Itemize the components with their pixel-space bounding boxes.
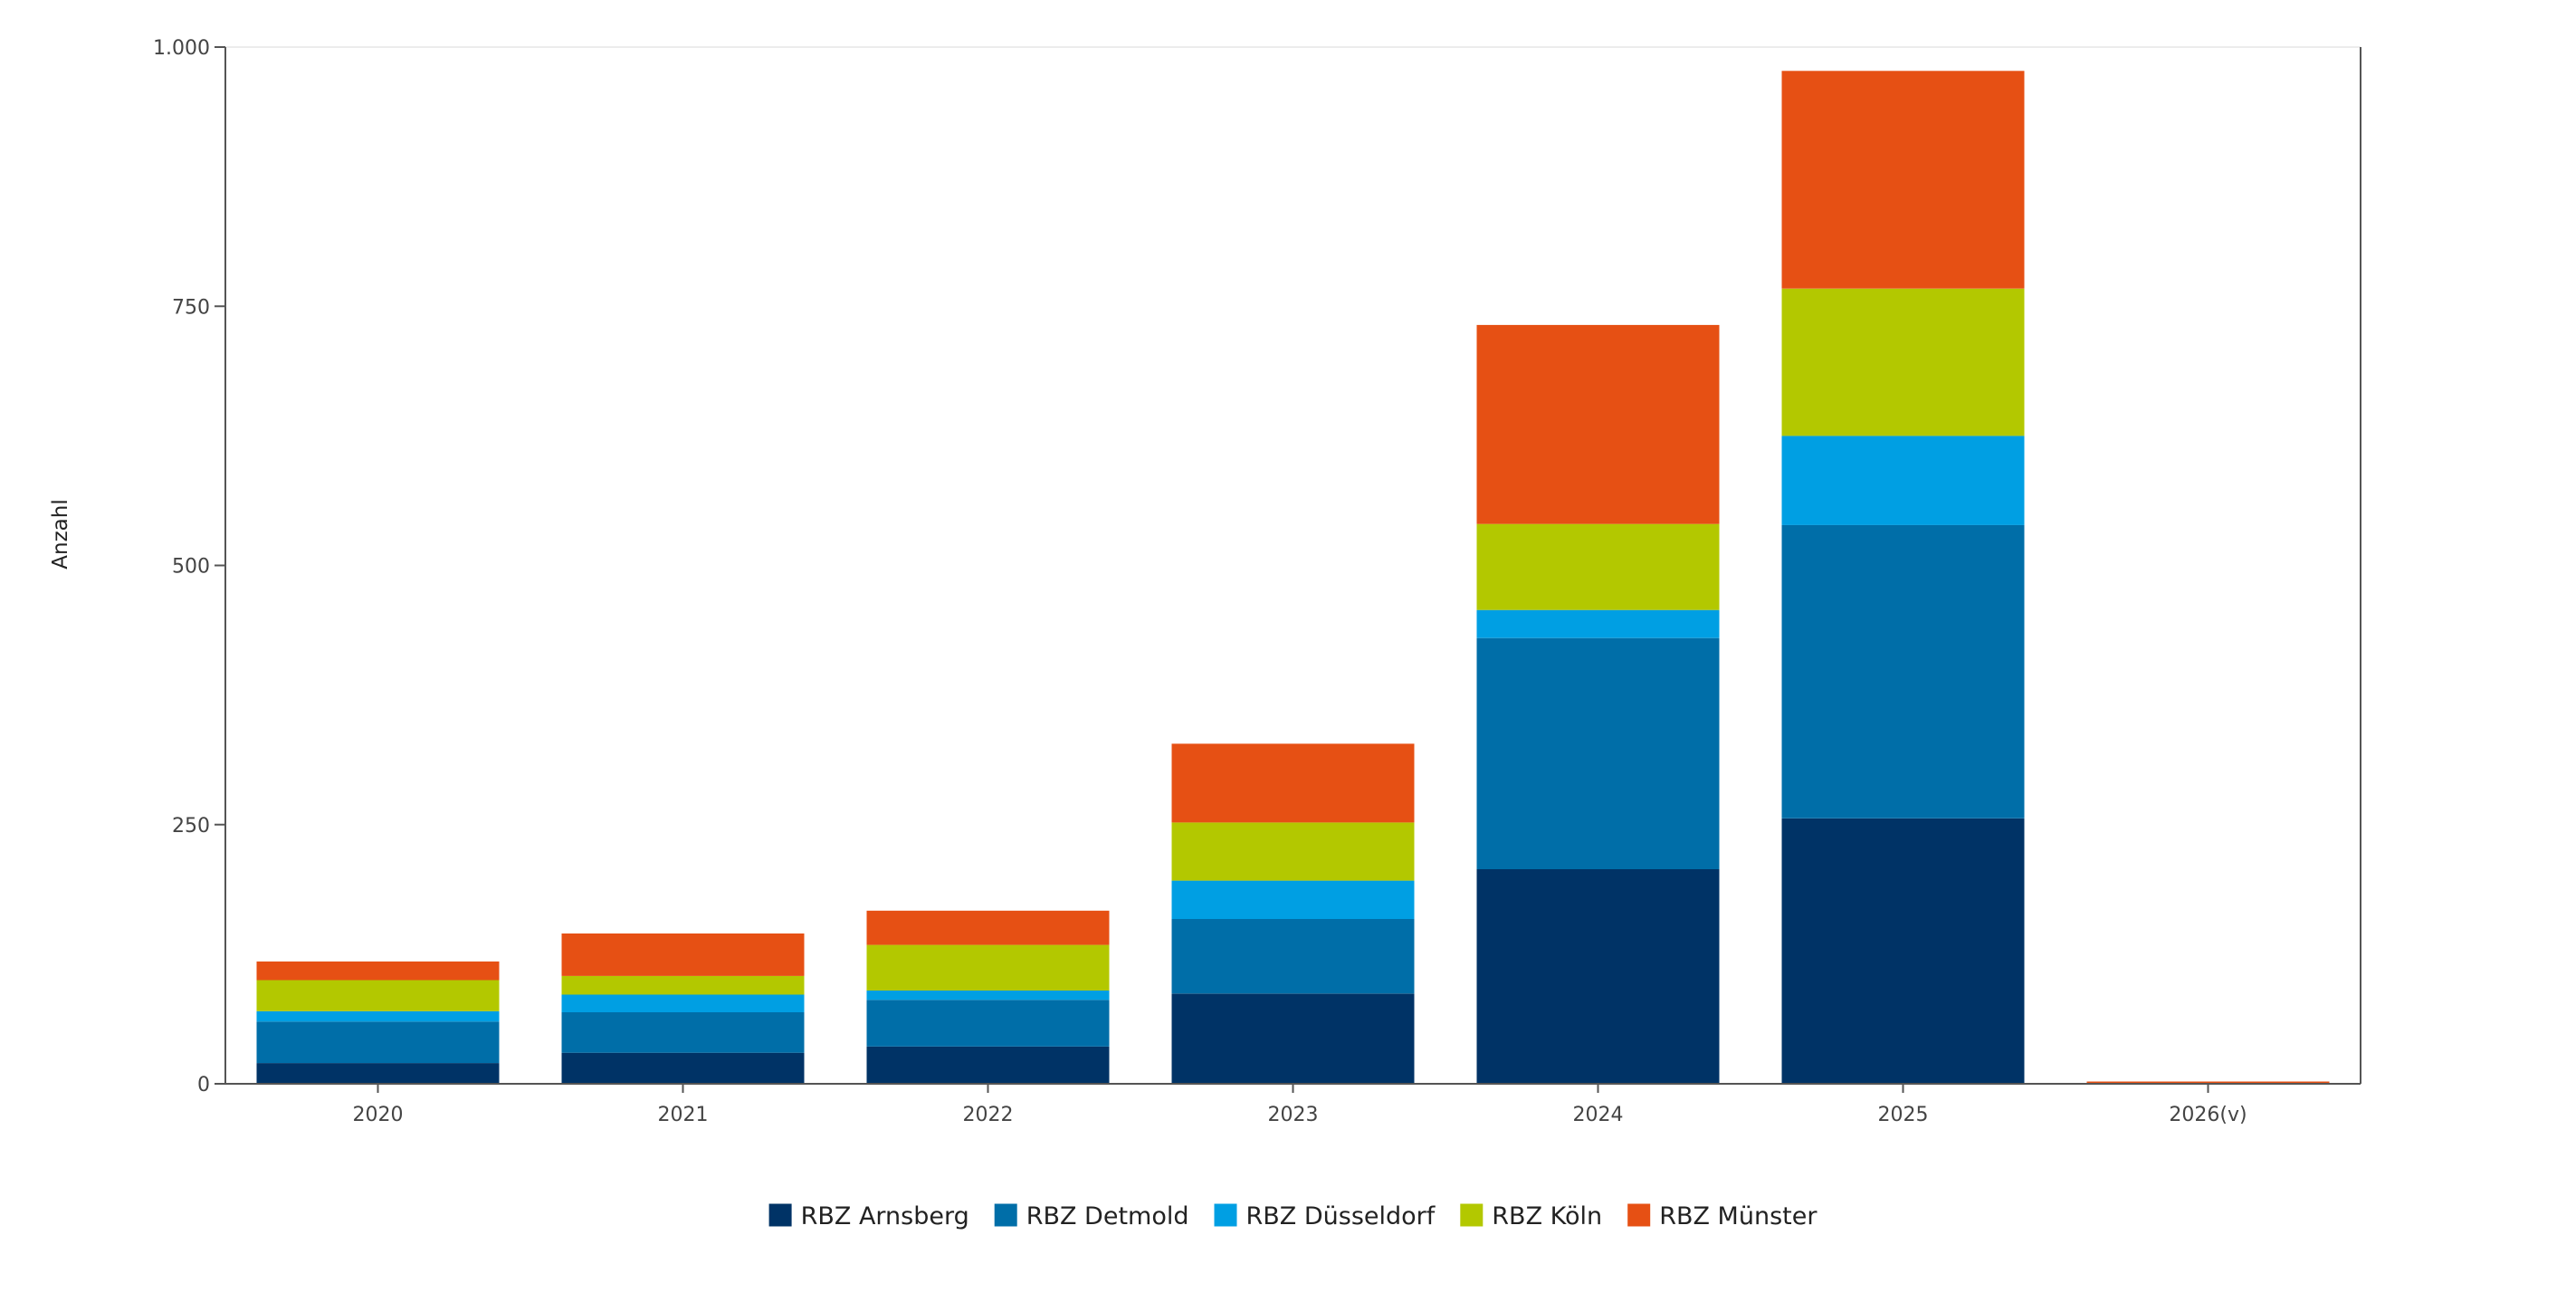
y-axis: 0 250 500 750 1.000 (153, 37, 226, 1096)
plot-frame (225, 46, 2361, 1084)
legend-swatch (1214, 1203, 1237, 1227)
bar-segment-2020-series-3[interactable] (256, 1010, 500, 1022)
bar-segment-2022-series-3[interactable] (866, 991, 1110, 1000)
bar-segment-2025-series-1[interactable] (1781, 818, 2025, 1084)
bar-segment-2022-series-2[interactable] (866, 1000, 1110, 1047)
legend-swatch (768, 1203, 792, 1227)
y-tick-label: 0 (197, 1074, 210, 1096)
bar-segment-2020-series-4[interactable] (256, 980, 500, 1011)
bar-segment-2020-series-5[interactable] (256, 961, 500, 981)
bar-segment-2025-series-5[interactable] (1781, 71, 2025, 289)
bar-segment-2023-series-3[interactable] (1171, 880, 1415, 919)
legend-label: RBZ Detmold (1026, 1202, 1189, 1230)
legend-label: RBZ Köln (1492, 1202, 1602, 1230)
x-tick-label: 2024 (1573, 1104, 1624, 1126)
bar-segment-2025-series-3[interactable] (1781, 436, 2025, 525)
bar-segment-2023-series-5[interactable] (1171, 743, 1415, 823)
bar-segment-2024-series-3[interactable] (1476, 609, 1720, 638)
bar-segment-2025-series-2[interactable] (1781, 524, 2025, 819)
x-tick-label: 2022 (963, 1104, 1014, 1126)
bar-segment-2021-series-3[interactable] (561, 994, 805, 1013)
legend-item-4[interactable]: RBZ Köln (1460, 1202, 1602, 1230)
bar-segment-2022-series-4[interactable] (866, 944, 1110, 991)
bar-segment-2023-series-4[interactable] (1171, 822, 1415, 881)
legend-swatch (994, 1203, 1017, 1227)
y-tick-label: 500 (172, 556, 210, 579)
bar-segment-2022-series-1[interactable] (866, 1046, 1110, 1084)
y-tick-label: 250 (172, 815, 210, 838)
y-tick-label: 750 (172, 296, 210, 319)
legend-item-1[interactable]: RBZ Arnsberg (768, 1202, 969, 1230)
legend-swatch (1627, 1203, 1651, 1227)
legend-label: RBZ Münster (1659, 1202, 1818, 1230)
bars-group (256, 71, 2330, 1084)
x-tick-label: 2020 (353, 1104, 404, 1126)
legend-item-5[interactable]: RBZ Münster (1627, 1202, 1818, 1230)
bar-segment-2024-series-4[interactable] (1476, 523, 1720, 610)
bar-segment-2022-series-5[interactable] (866, 910, 1110, 945)
x-tick-label: 2025 (1878, 1104, 1929, 1126)
bar-segment-2024-series-2[interactable] (1476, 637, 1720, 869)
x-axis: 2020 2021 2022 2023 2024 2025 2026(v) (215, 1083, 2361, 1126)
bar-segment-2021-series-2[interactable] (561, 1012, 805, 1053)
y-tick-label: 1.000 (153, 37, 210, 60)
bar-segment-2021-series-4[interactable] (561, 975, 805, 995)
legend-item-2[interactable]: RBZ Detmold (994, 1202, 1189, 1230)
legend[interactable]: RBZ Arnsberg RBZ Detmold RBZ Düsseldorf RBZ… (768, 1202, 1818, 1230)
bar-segment-2023-series-2[interactable] (1171, 918, 1415, 994)
legend-swatch (1460, 1203, 1484, 1227)
bar-segment-2023-series-1[interactable] (1171, 993, 1415, 1084)
legend-label: RBZ Arnsberg (801, 1202, 969, 1230)
bar-segment-2020-series-1[interactable] (256, 1063, 500, 1084)
bar-segment-2020-series-2[interactable] (256, 1021, 500, 1064)
bar-segment-2024-series-1[interactable] (1476, 869, 1720, 1084)
legend-item-3[interactable]: RBZ Düsseldorf (1214, 1202, 1436, 1230)
bar-segment-2025-series-4[interactable] (1781, 288, 2025, 436)
bar-segment-2024-series-5[interactable] (1476, 324, 1720, 524)
x-tick-label: 2026(v) (2169, 1104, 2247, 1126)
bar-segment-2021-series-5[interactable] (561, 933, 805, 976)
x-tick-label: 2021 (658, 1104, 709, 1126)
legend-label: RBZ Düsseldorf (1246, 1202, 1436, 1230)
bar-segment-2021-series-1[interactable] (561, 1052, 805, 1084)
y-axis-title: Anzahl (49, 499, 72, 569)
x-tick-label: 2023 (1268, 1104, 1319, 1126)
